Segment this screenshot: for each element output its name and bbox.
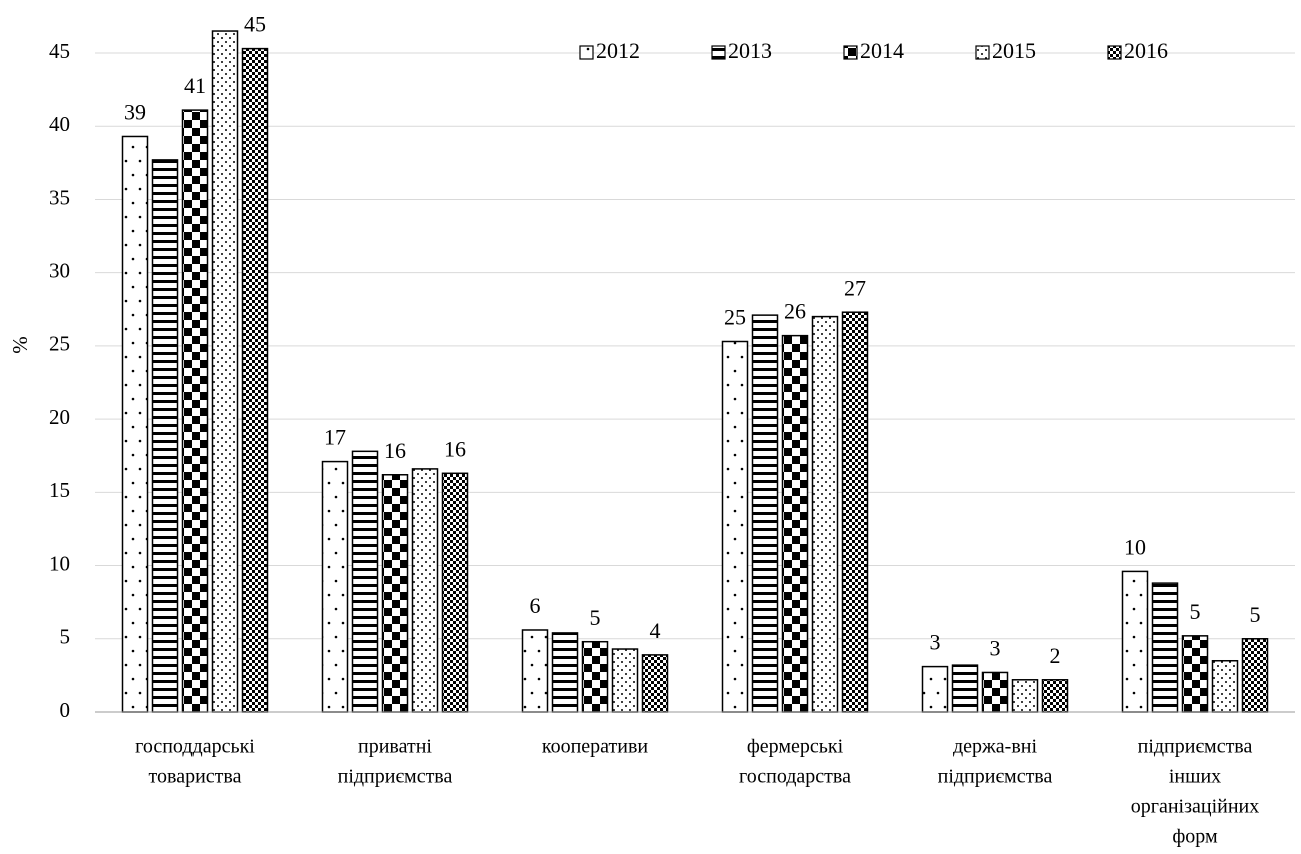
- x-tick-label: підприємства: [1138, 736, 1253, 758]
- bar: [381, 474, 409, 713]
- x-tick-label: підприємства: [938, 766, 1053, 788]
- bar: [841, 311, 869, 713]
- data-label: 10: [1124, 534, 1146, 559]
- legend-swatch: [711, 45, 726, 60]
- bar: [1241, 638, 1269, 713]
- data-label: 17: [324, 425, 346, 450]
- bar: [521, 629, 549, 713]
- data-label: 3: [930, 630, 941, 655]
- x-tick-label: товариства: [149, 766, 242, 788]
- legend-swatch: [975, 45, 990, 60]
- bar: [1011, 679, 1039, 713]
- bar: [181, 109, 209, 713]
- legend-label: 2012: [596, 38, 640, 63]
- data-label: 3: [990, 636, 1001, 661]
- data-label: 26: [784, 299, 806, 324]
- data-label: 16: [444, 436, 466, 461]
- y-tick-label: 40: [49, 112, 70, 136]
- bar: [781, 334, 809, 713]
- y-tick-label: 45: [49, 39, 70, 63]
- bar: [441, 472, 469, 713]
- bar: [121, 135, 149, 713]
- data-label: 6: [530, 593, 541, 618]
- bar: [241, 47, 269, 713]
- x-tick-label: форм: [1172, 826, 1218, 848]
- y-tick-label: 30: [49, 258, 70, 282]
- bar: [921, 665, 949, 713]
- bar: [1041, 679, 1069, 713]
- bar: [951, 664, 979, 713]
- bar: [641, 654, 669, 713]
- bar: [1181, 635, 1209, 713]
- data-label: 39: [124, 100, 146, 125]
- legend-label: 2013: [728, 38, 772, 63]
- x-tick-label: приватні: [358, 736, 432, 758]
- bar: [811, 315, 839, 713]
- bar: [581, 640, 609, 713]
- y-tick-label: 15: [49, 478, 70, 502]
- y-tick-label: 10: [49, 551, 70, 575]
- bar: [721, 340, 749, 713]
- x-tick-label: господарства: [739, 766, 851, 788]
- data-label: 16: [384, 438, 406, 463]
- data-label: 2: [1050, 643, 1061, 668]
- bar: [1151, 582, 1179, 713]
- x-tick-label: кооперативи: [542, 736, 649, 758]
- data-label: 5: [1190, 599, 1201, 624]
- bar: [751, 314, 779, 713]
- y-tick-label: 0: [60, 698, 71, 722]
- bar: [1211, 659, 1239, 713]
- legend-swatch: [843, 45, 858, 60]
- y-tick-label: 25: [49, 332, 70, 356]
- data-label: 25: [724, 305, 746, 330]
- bar: [1121, 570, 1149, 713]
- bar: [351, 450, 379, 713]
- bar: [551, 632, 579, 713]
- legend-label: 2015: [992, 38, 1036, 63]
- x-tick-label: підприємства: [338, 766, 453, 788]
- bar: [151, 159, 179, 713]
- bar: [411, 468, 439, 713]
- data-label: 41: [184, 73, 206, 98]
- data-label: 5: [590, 605, 601, 630]
- x-tick-label: інших: [1169, 766, 1221, 788]
- legend-label: 2016: [1124, 38, 1168, 63]
- bar: [981, 671, 1009, 713]
- y-tick-label: 35: [49, 185, 70, 209]
- x-tick-label: держа-вні: [953, 736, 1038, 758]
- bar: [321, 460, 349, 713]
- x-tick-label: фермерські: [747, 736, 844, 758]
- y-axis-label: %: [8, 336, 32, 354]
- legend-swatch: [1107, 45, 1122, 60]
- bar: [611, 648, 639, 713]
- data-label: 4: [650, 618, 661, 643]
- x-tick-label: господдарські: [135, 736, 255, 758]
- data-label: 5: [1250, 602, 1261, 627]
- data-label: 27: [844, 275, 866, 300]
- x-tick-label: організаційних: [1131, 796, 1260, 818]
- bar: [211, 30, 239, 713]
- legend-swatch: [579, 45, 594, 60]
- y-tick-label: 20: [49, 405, 70, 429]
- y-tick-label: 5: [60, 625, 71, 649]
- data-label: 45: [244, 12, 266, 37]
- legend-label: 2014: [860, 38, 904, 63]
